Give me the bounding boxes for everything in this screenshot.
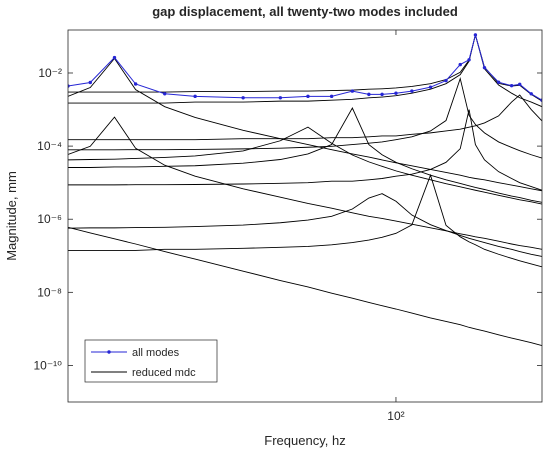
curve bbox=[68, 57, 542, 192]
y-axis-label: Magnitude, mm bbox=[4, 171, 19, 261]
curve bbox=[68, 34, 542, 108]
curve bbox=[68, 126, 542, 205]
legend-marker bbox=[107, 350, 111, 354]
marker bbox=[350, 89, 355, 93]
marker bbox=[380, 92, 384, 97]
y-tick-label: 10⁻² bbox=[38, 66, 62, 80]
marker bbox=[509, 83, 514, 88]
marker bbox=[518, 82, 522, 87]
y-tick-label: 10⁻⁸ bbox=[37, 285, 62, 299]
curve bbox=[68, 107, 542, 203]
curve bbox=[68, 193, 542, 257]
marker bbox=[496, 80, 501, 84]
marker bbox=[458, 62, 462, 67]
marker bbox=[410, 89, 414, 93]
curve bbox=[68, 77, 542, 159]
legend-label: reduced mdc bbox=[132, 367, 196, 379]
marker bbox=[241, 96, 245, 100]
marker bbox=[428, 85, 433, 89]
y-tick-label: 10⁻⁶ bbox=[37, 212, 62, 226]
marker bbox=[193, 94, 197, 99]
chart-title: gap displacement, all twenty-two modes i… bbox=[152, 4, 458, 19]
marker bbox=[367, 92, 371, 97]
marker bbox=[329, 94, 334, 99]
y-tick-label: 10⁻⁴ bbox=[37, 139, 62, 153]
marker bbox=[133, 82, 138, 86]
curve bbox=[68, 116, 542, 250]
curve bbox=[68, 173, 542, 268]
x-tick-label: 10² bbox=[387, 409, 404, 423]
marker bbox=[112, 55, 117, 60]
series-line bbox=[68, 32, 542, 101]
marker bbox=[529, 92, 533, 96]
marker bbox=[394, 91, 398, 95]
plot-frame bbox=[67, 29, 543, 403]
plot-lines bbox=[68, 32, 542, 346]
curve bbox=[68, 226, 542, 346]
marker bbox=[278, 96, 283, 100]
marker bbox=[467, 58, 471, 62]
curve bbox=[68, 33, 542, 102]
curve bbox=[68, 109, 542, 191]
x-axis-label: Frequency, hz bbox=[264, 433, 345, 448]
marker bbox=[88, 80, 92, 85]
legend-label: all modes bbox=[132, 347, 180, 359]
legend-box bbox=[84, 339, 218, 383]
marker bbox=[473, 33, 478, 37]
marker bbox=[306, 94, 310, 99]
marker bbox=[540, 98, 542, 102]
marker bbox=[444, 78, 448, 83]
marker bbox=[68, 84, 70, 88]
y-tick-label: 10⁻¹⁰ bbox=[34, 358, 63, 372]
curve bbox=[68, 94, 542, 141]
marker bbox=[163, 92, 167, 96]
marker bbox=[482, 65, 487, 70]
